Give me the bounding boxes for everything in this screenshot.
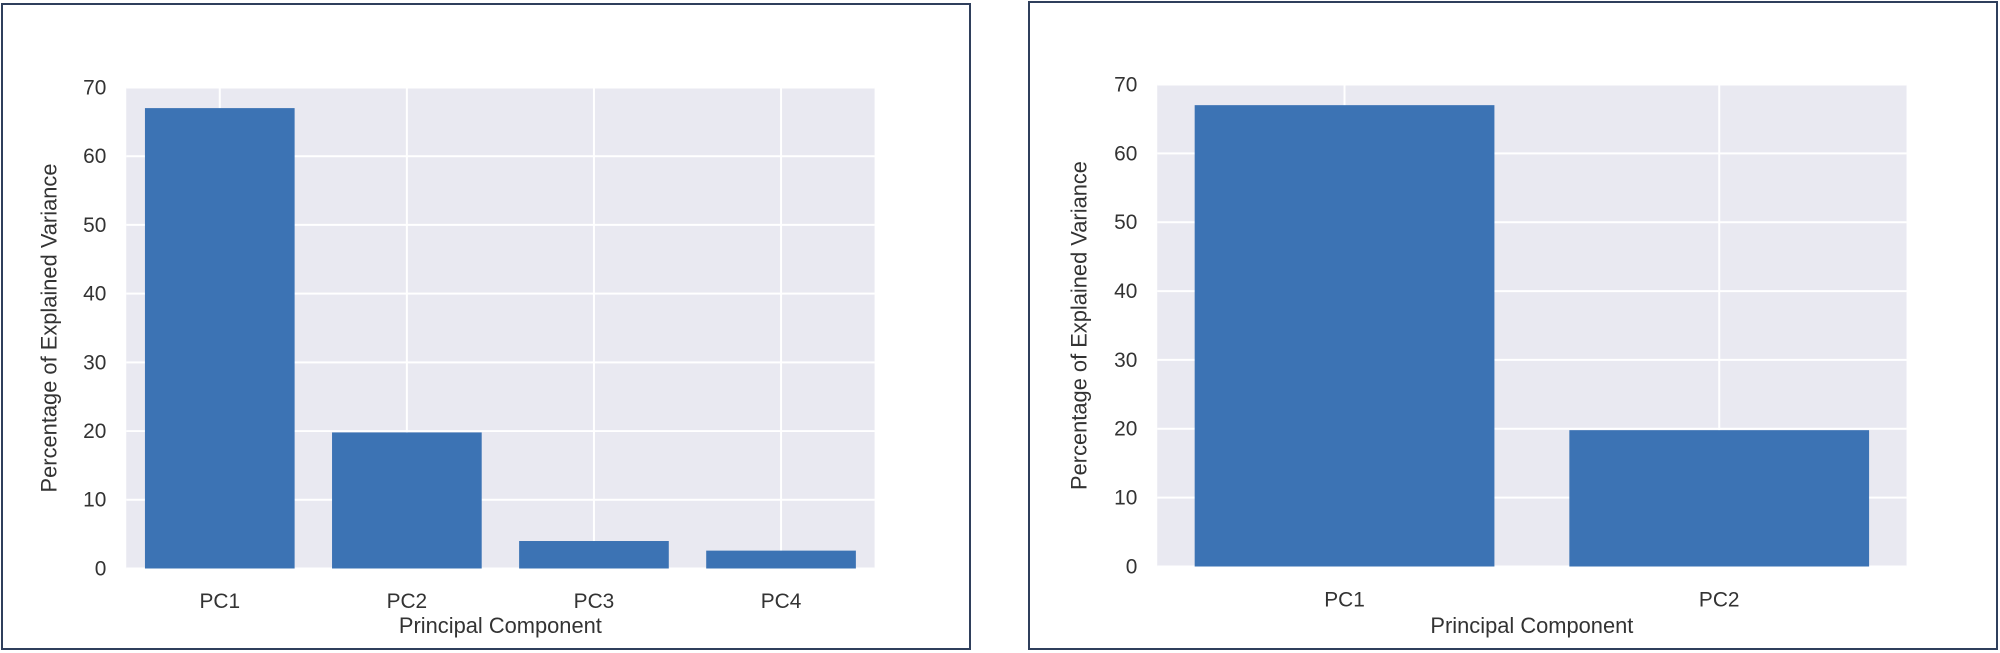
- y-tick-label: 50: [1114, 211, 1137, 234]
- x-tick-label: PC2: [387, 590, 428, 613]
- y-tick-label: 70: [1114, 73, 1137, 96]
- y-tick-label: 10: [83, 489, 106, 512]
- x-axis-label: Principal Component: [399, 613, 602, 638]
- y-tick-label: 20: [1114, 418, 1137, 441]
- x-tick-labels: PC1 PC2 PC3 PC4: [199, 590, 801, 613]
- y-tick-labels: 0 10 20 30 40 50 60 70: [1114, 73, 1137, 578]
- y-axis-label: Percentage of Explained Variance: [1067, 161, 1092, 490]
- y-tick-label: 70: [83, 76, 106, 99]
- bar-pc1: [1194, 105, 1495, 567]
- chart-canvas-left: 0 10 20 30 40 50 60 70 PC1 PC2 PC3 PC4 Principal C…: [37, 76, 875, 638]
- bar-pc2: [1569, 430, 1870, 567]
- x-tick-label: PC1: [199, 590, 240, 613]
- y-tick-label: 20: [83, 420, 106, 443]
- bar-pc4: [706, 550, 856, 569]
- y-tick-label: 60: [83, 145, 106, 168]
- bars: [1194, 105, 1870, 567]
- y-axis-label: Percentage of Explained Variance: [37, 164, 62, 493]
- y-tick-labels: 0 10 20 30 40 50 60 70: [83, 76, 106, 580]
- x-tick-label: PC4: [761, 590, 802, 613]
- y-tick-label: 40: [83, 283, 106, 306]
- x-tick-label: PC1: [1324, 588, 1365, 611]
- y-tick-label: 0: [95, 557, 107, 580]
- y-tick-label: 10: [1114, 487, 1137, 510]
- chart-canvas-right: 0 10 20 30 40 50 60 70 PC1 PC2 Principal Compone…: [1067, 73, 1907, 638]
- y-tick-label: 40: [1114, 280, 1137, 303]
- y-tick-label: 30: [83, 351, 106, 374]
- y-tick-label: 30: [1114, 349, 1137, 372]
- explained-variance-chart-two-components: 0 10 20 30 40 50 60 70 PC1 PC2 Principal Compone…: [1028, 1, 1998, 650]
- x-tick-label: PC2: [1699, 588, 1740, 611]
- y-tick-label: 50: [83, 214, 106, 237]
- bar-pc3: [519, 541, 669, 569]
- x-tick-labels: PC1 PC2: [1324, 588, 1739, 611]
- explained-variance-chart-four-components: 0 10 20 30 40 50 60 70 PC1 PC2 PC3 PC4 Principal C…: [1, 3, 971, 650]
- y-tick-label: 0: [1126, 555, 1138, 578]
- bar-pc1: [144, 108, 295, 569]
- bar-pc2: [332, 432, 482, 569]
- bars: [144, 108, 856, 569]
- x-tick-label: PC3: [574, 590, 615, 613]
- x-axis-label: Principal Component: [1430, 613, 1633, 638]
- y-tick-label: 60: [1114, 142, 1137, 165]
